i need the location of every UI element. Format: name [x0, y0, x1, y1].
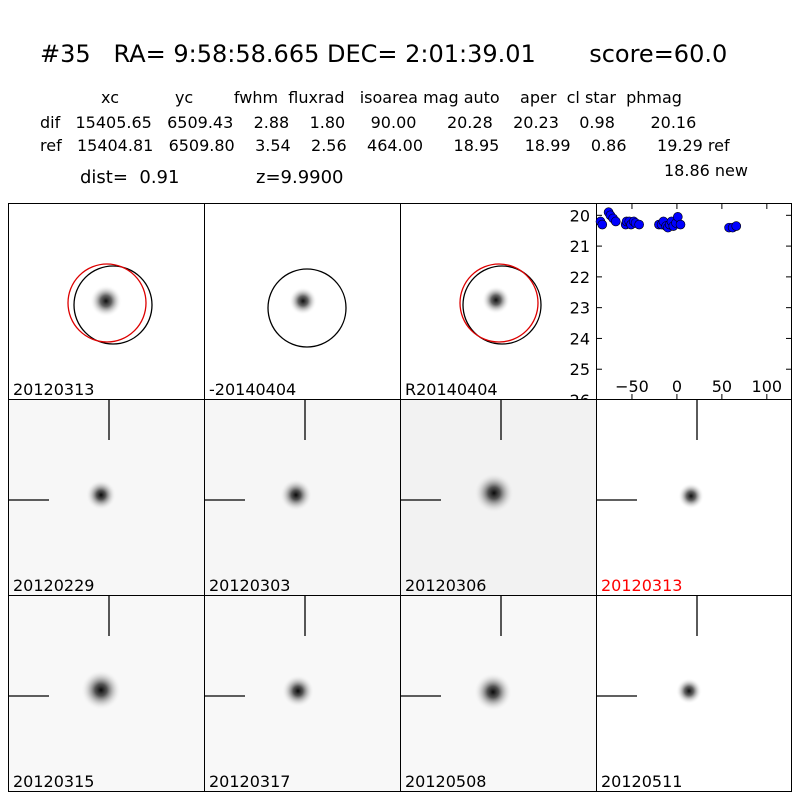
- star-source: [90, 285, 122, 317]
- panel-date-label: 20120313: [13, 380, 95, 399]
- data-point: [675, 219, 686, 230]
- data-point: [634, 219, 644, 230]
- aperture-circle: [462, 265, 542, 345]
- panel-date-label: 20120229: [13, 576, 95, 595]
- aperture-circle: [267, 268, 347, 348]
- stamp-image: [401, 596, 512, 711]
- stamp-image: [205, 596, 314, 707]
- star-source: [81, 670, 121, 710]
- stamp-image: [597, 596, 702, 704]
- z-value: z=9.9900: [256, 167, 344, 188]
- plot-frame: [596, 203, 792, 400]
- x-tick-label: −50: [615, 377, 649, 396]
- y-tick-label: 21: [570, 237, 590, 256]
- panel-date-label: 20120317: [209, 772, 291, 791]
- data-point: [597, 219, 608, 230]
- stats-ref-row: ref 15404.81 6509.80 3.54 2.56 464.00 18…: [40, 136, 730, 155]
- stamp-image: [67, 263, 153, 345]
- panel-date-label: 20120313: [601, 576, 683, 595]
- y-tick-label: 24: [570, 329, 590, 348]
- y-tick-label: 23: [570, 299, 590, 318]
- aperture-circle-red: [459, 263, 539, 343]
- stamp-panel: 20120313: [8, 203, 205, 400]
- star-source: [676, 678, 702, 704]
- data-point: [731, 221, 742, 231]
- star-source: [474, 473, 514, 513]
- stats-dif-row: dif 15405.65 6509.43 2.88 1.80 90.00 20.…: [40, 113, 697, 132]
- stamp-panel: 20120313: [596, 399, 792, 596]
- star-source: [86, 480, 116, 510]
- stamp-panel: 20120306: [400, 399, 597, 596]
- panel-date-label: 20120508: [405, 772, 487, 791]
- stamp-panel: R20140404: [400, 203, 597, 400]
- aperture-circle: [73, 265, 153, 345]
- stamp-image: [459, 263, 542, 345]
- star-source: [280, 479, 312, 511]
- panel-date-label: 20120315: [13, 772, 95, 791]
- stamp-image: [401, 400, 514, 513]
- stamp-panel: -20140404: [204, 203, 401, 400]
- x-tick-label: 100: [752, 377, 783, 396]
- x-tick-label: 50: [712, 377, 732, 396]
- stamp-panel: 20120508: [400, 595, 597, 792]
- aperture-circle-red: [67, 263, 147, 343]
- stamp-panel: 20120229: [8, 399, 205, 596]
- star-source: [282, 675, 314, 707]
- panel-date-label: 20120306: [405, 576, 487, 595]
- panel-date-label: R20140404: [405, 380, 498, 399]
- dist-value: dist= 0.91: [80, 167, 180, 188]
- stamp-image: [9, 400, 116, 510]
- star-source: [474, 673, 512, 711]
- stamp-image: [597, 400, 704, 509]
- stats-new-value: 18.86 new: [664, 161, 748, 180]
- y-tick-label: 20: [570, 206, 590, 225]
- stamp-panel: 20120317: [204, 595, 401, 792]
- star-source: [289, 287, 317, 315]
- y-tick-label: 22: [570, 268, 590, 287]
- stamp-image: [267, 268, 347, 348]
- stamp-panel: 20120315: [8, 595, 205, 792]
- panel-date-label: 20120511: [601, 772, 683, 791]
- star-source: [482, 286, 510, 314]
- stats-header-row: xc yc fwhm fluxrad isoarea mag auto aper…: [40, 88, 682, 107]
- y-tick-label: 25: [570, 360, 590, 379]
- panel-date-label: 20120303: [209, 576, 291, 595]
- page-title: #35 RA= 9:58:58.665 DEC= 2:01:39.01 scor…: [40, 40, 728, 68]
- stamp-image: [205, 400, 312, 511]
- panel-date-label: -20140404: [209, 380, 297, 399]
- stamp-panel: 20120511: [596, 595, 792, 792]
- stamp-panel: 20120303: [204, 399, 401, 596]
- star-source: [678, 483, 704, 509]
- stamp-image: [9, 596, 121, 710]
- data-point: [610, 216, 621, 227]
- x-tick-label: 0: [672, 377, 682, 396]
